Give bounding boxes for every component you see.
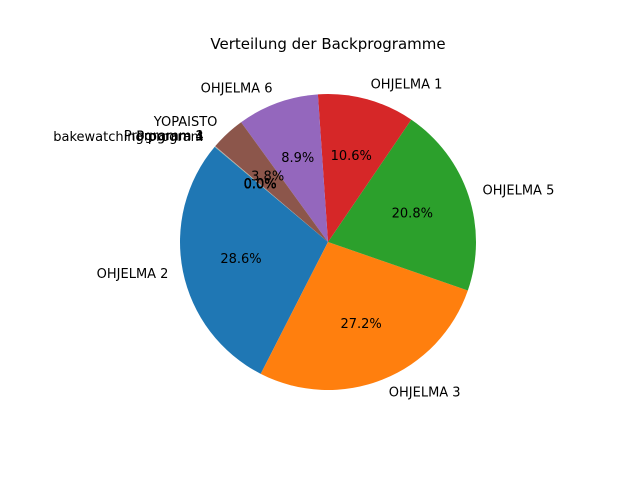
pie-slice: [260, 242, 468, 390]
slice-label: OHJELMA 1: [371, 77, 443, 92]
pie-slice: [215, 122, 328, 242]
slice-label: OHJELMA 2: [97, 267, 169, 282]
slice-labels: OHJELMA 2 OHJELMA 3 OHJELMA 5 OHJELMA 1 OHJE…: [53, 77, 554, 400]
pie-slice: [179, 146, 328, 374]
slice-percentage: 10.6%: [331, 149, 372, 164]
pie-slice: [214, 146, 328, 242]
slice-percentage: 0.0%: [243, 177, 276, 192]
slice-label: Program 4: [136, 129, 203, 144]
slice-label: bakewatching program: [53, 130, 203, 145]
slice-percentage: 0.0%: [244, 177, 277, 192]
pie-slice: [215, 146, 328, 242]
pie-slice: [317, 93, 412, 242]
slice-label: OHJELMA 6: [201, 81, 273, 96]
pie-slice: [328, 119, 476, 291]
slice-percentage: 27.2%: [340, 317, 381, 332]
slice-label: YOPAISTO: [153, 115, 218, 130]
pie-slice: [214, 146, 328, 242]
percentage-labels: 28.6%27.2%20.8%10.6%8.9%3.8%0.0%0.0%0.0%…: [220, 149, 433, 332]
pie-slice: [214, 146, 328, 242]
slice-percentage: 8.9%: [281, 151, 314, 166]
slice-label: Program 3: [136, 130, 203, 145]
slice-percentage: 0.0%: [244, 177, 277, 192]
slice-label: Programm 1: [124, 129, 204, 144]
pie-slices: [179, 93, 476, 390]
chart-title: Verteilung der Backprogramme: [210, 35, 445, 53]
slice-percentage: 3.8%: [251, 169, 284, 184]
slice-percentage: 20.8%: [392, 207, 433, 222]
slice-percentage: 0.0%: [244, 177, 277, 192]
slice-label: OHJELMA 5: [483, 183, 555, 198]
pie-slice: [241, 94, 328, 242]
slice-percentage: 28.6%: [220, 252, 261, 267]
slice-label: OHJELMA 3: [389, 386, 461, 401]
